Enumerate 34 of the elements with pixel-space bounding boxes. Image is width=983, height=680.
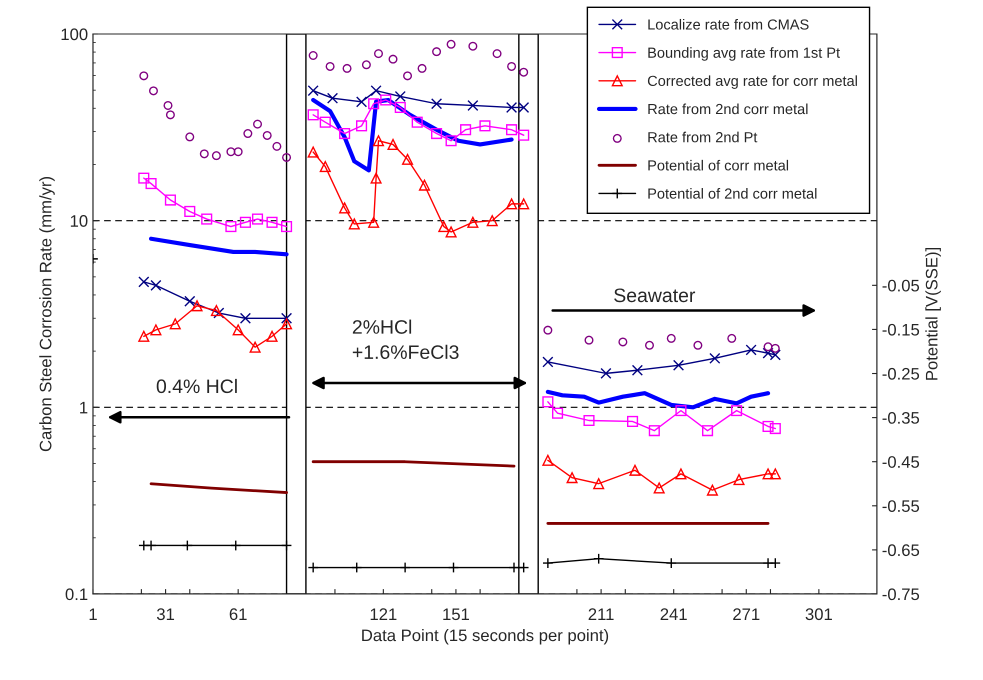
y2-tick-label: -0.45: [882, 456, 920, 468]
y-tick-label: 1: [80, 402, 88, 414]
y-tick-label: 100: [62, 28, 88, 40]
y2-tick-label: -0.55: [882, 500, 920, 512]
y-tick-label: 10: [70, 215, 88, 227]
legend-label: Rate from 2nd Pt: [648, 132, 758, 142]
y2-tick-label: -0.65: [882, 544, 920, 556]
legend-label: Localize rate from CMAS: [648, 18, 809, 30]
x-tick-label: 121: [370, 608, 396, 620]
y2-tick-label: -0.75: [882, 588, 920, 600]
y2-axis-title: Potential [V(SSE)]: [925, 248, 941, 380]
legend-label: Potential of corr metal: [648, 160, 788, 171]
x-tick-label: 1: [90, 608, 97, 620]
x-tick-label: 151: [443, 608, 470, 620]
x-tick-label: 271: [733, 608, 760, 620]
annotation: 2%HCl +1.6%FeCl3: [352, 320, 459, 360]
legend-label: Rate from 2nd corr metal: [648, 103, 808, 114]
x-tick-label: 301: [806, 608, 832, 620]
annotation: 0.4% HCl: [156, 378, 237, 394]
x-axis-title: Data Point (15 seconds per point): [362, 628, 608, 644]
y2-tick-label: -0.15: [882, 324, 920, 336]
y2-tick-label: -0.25: [882, 368, 920, 380]
x-tick-label: 61: [230, 608, 247, 620]
y-axis-title: Carbon Steel Corrosion Rate (mm/yr): [39, 177, 55, 452]
x-tick-label: 31: [156, 608, 174, 620]
x-tick-label: 211: [588, 608, 614, 620]
y-tick-label: 0.1: [66, 588, 88, 600]
legend-label: Corrected avg rate for corr metal: [648, 75, 857, 89]
legend-label: Potential of 2nd corr metal: [648, 188, 816, 199]
x-tick-label: 241: [660, 608, 687, 620]
legend-label: Bounding avg rate from 1st Pt: [648, 47, 840, 61]
y2-tick-label: -0.05: [882, 280, 920, 292]
y2-tick-label: -0.35: [882, 412, 920, 424]
annotation: Seawater: [614, 288, 696, 302]
